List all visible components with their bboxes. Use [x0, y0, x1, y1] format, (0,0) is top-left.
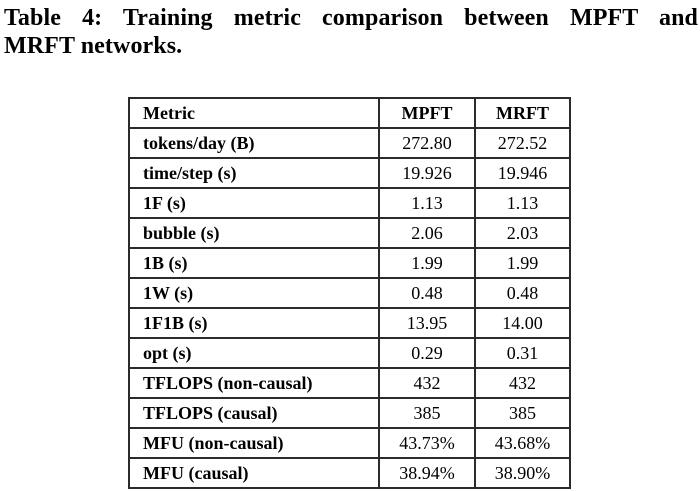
mpft-value: 1.13 — [378, 187, 476, 219]
metric-label: bubble (s) — [128, 217, 380, 249]
table-row: 1B (s) 1.99 1.99 — [128, 247, 571, 279]
mrft-value: 2.03 — [474, 217, 571, 249]
table-row: 1F (s) 1.13 1.13 — [128, 187, 571, 219]
mpft-value: 0.48 — [378, 277, 476, 309]
mrft-value: 38.90% — [474, 457, 571, 489]
mpft-value: 13.95 — [378, 307, 476, 339]
mrft-value: 0.48 — [474, 277, 571, 309]
table-row: 1F1B (s) 13.95 14.00 — [128, 307, 571, 339]
metric-label: tokens/day (B) — [128, 127, 380, 159]
table-row: opt (s) 0.29 0.31 — [128, 337, 571, 369]
metric-label: time/step (s) — [128, 157, 380, 189]
table-row: time/step (s) 19.926 19.946 — [128, 157, 571, 189]
mpft-value: 19.926 — [378, 157, 476, 189]
table-caption-line2: MRFT networks. — [4, 33, 183, 59]
mpft-value: 1.99 — [378, 247, 476, 279]
mrft-value: 385 — [474, 397, 571, 429]
table-row: 1W (s) 0.48 0.48 — [128, 277, 571, 309]
table-row: MFU (non-causal) 43.73% 43.68% — [128, 427, 571, 459]
mpft-value: 43.73% — [378, 427, 476, 459]
metric-label: TFLOPS (causal) — [128, 397, 380, 429]
column-header-metric: Metric — [128, 97, 380, 129]
metric-label: 1F1B (s) — [128, 307, 380, 339]
mpft-value: 385 — [378, 397, 476, 429]
mrft-value: 272.52 — [474, 127, 571, 159]
mpft-value: 38.94% — [378, 457, 476, 489]
column-header-mpft: MPFT — [378, 97, 476, 129]
training-metrics-table: Metric MPFT MRFT tokens/day (B) 272.80 2… — [128, 97, 571, 489]
mrft-value: 43.68% — [474, 427, 571, 459]
mrft-value: 14.00 — [474, 307, 571, 339]
table-caption-line1: Table 4: Training metric comparison betw… — [4, 5, 698, 31]
table-row: bubble (s) 2.06 2.03 — [128, 217, 571, 249]
table-row: MFU (causal) 38.94% 38.90% — [128, 457, 571, 489]
mrft-value: 432 — [474, 367, 571, 399]
metric-label: MFU (non-causal) — [128, 427, 380, 459]
column-header-mrft: MRFT — [474, 97, 571, 129]
metric-label: opt (s) — [128, 337, 380, 369]
mrft-value: 1.99 — [474, 247, 571, 279]
mpft-value: 0.29 — [378, 337, 476, 369]
metric-label: 1W (s) — [128, 277, 380, 309]
mpft-value: 2.06 — [378, 217, 476, 249]
mrft-value: 0.31 — [474, 337, 571, 369]
table-row: tokens/day (B) 272.80 272.52 — [128, 127, 571, 159]
mrft-value: 1.13 — [474, 187, 571, 219]
metric-label: 1B (s) — [128, 247, 380, 279]
mpft-value: 272.80 — [378, 127, 476, 159]
metric-label: 1F (s) — [128, 187, 380, 219]
table-row: TFLOPS (non-causal) 432 432 — [128, 367, 571, 399]
header-row: Metric MPFT MRFT — [128, 97, 571, 129]
metric-label: MFU (causal) — [128, 457, 380, 489]
table-caption: Table 4: Training metric comparison betw… — [4, 4, 698, 60]
table-row: TFLOPS (causal) 385 385 — [128, 397, 571, 429]
metric-label: TFLOPS (non-causal) — [128, 367, 380, 399]
mrft-value: 19.946 — [474, 157, 571, 189]
mpft-value: 432 — [378, 367, 476, 399]
